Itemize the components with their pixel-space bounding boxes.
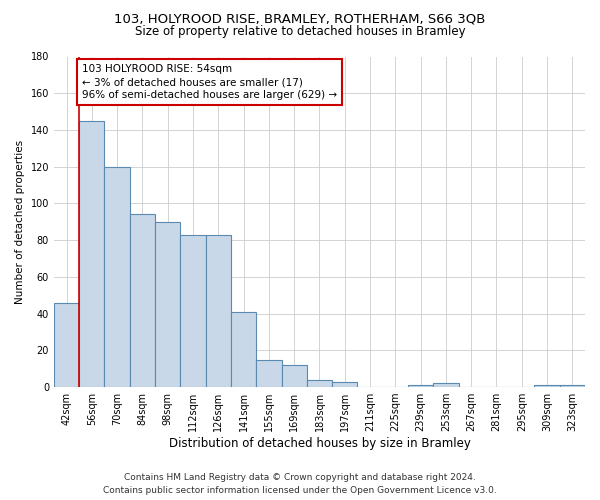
Text: Size of property relative to detached houses in Bramley: Size of property relative to detached ho… [134, 25, 466, 38]
Bar [256, 360, 281, 387]
Bar [54, 302, 79, 387]
Bar [104, 166, 130, 387]
Text: 103 HOLYROOD RISE: 54sqm
← 3% of detached houses are smaller (17)
96% of semi-de: 103 HOLYROOD RISE: 54sqm ← 3% of detache… [82, 64, 337, 100]
Bar [560, 385, 585, 387]
Text: Contains HM Land Registry data © Crown copyright and database right 2024.
Contai: Contains HM Land Registry data © Crown c… [103, 474, 497, 495]
Bar [535, 385, 560, 387]
X-axis label: Distribution of detached houses by size in Bramley: Distribution of detached houses by size … [169, 437, 470, 450]
Bar [307, 380, 332, 387]
Bar [332, 382, 358, 387]
Bar [79, 121, 104, 387]
Bar [206, 234, 231, 387]
Bar [408, 385, 433, 387]
Text: 103, HOLYROOD RISE, BRAMLEY, ROTHERHAM, S66 3QB: 103, HOLYROOD RISE, BRAMLEY, ROTHERHAM, … [115, 12, 485, 26]
Bar [281, 365, 307, 387]
Bar [155, 222, 181, 387]
Bar [231, 312, 256, 387]
Bar [181, 234, 206, 387]
Bar [433, 384, 458, 387]
Bar [130, 214, 155, 387]
Y-axis label: Number of detached properties: Number of detached properties [15, 140, 25, 304]
